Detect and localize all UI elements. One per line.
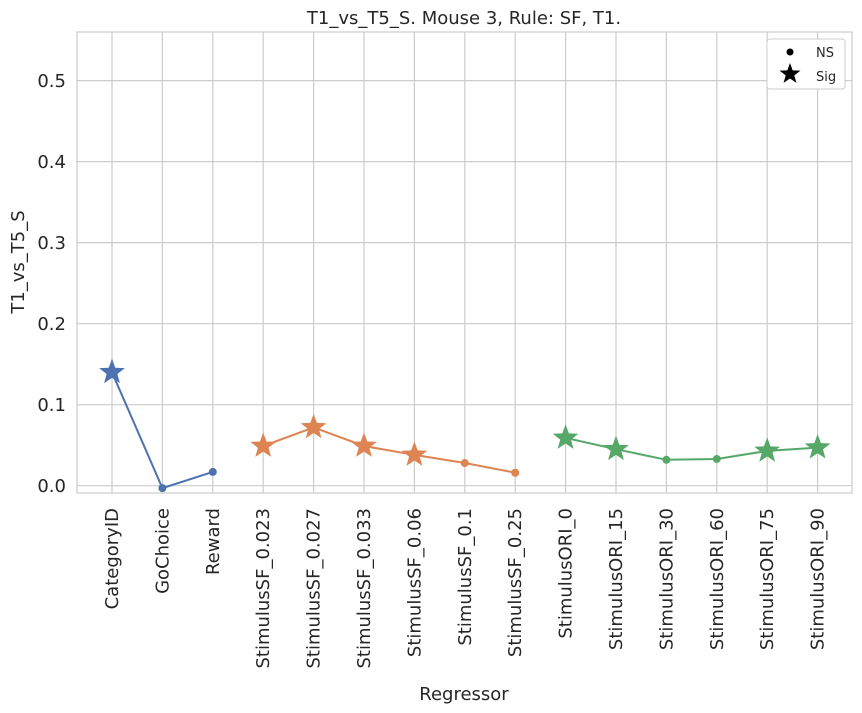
y-tick-label: 0.0	[37, 476, 66, 497]
x-tick-label: StimulusSF_0.1	[455, 508, 476, 646]
x-tick-label: StimulusORI_15	[606, 508, 627, 650]
sig-star-marker	[552, 424, 579, 449]
series-layer	[99, 358, 831, 493]
sig-star-marker	[250, 432, 277, 457]
x-tick-label: StimulusORI_90	[808, 508, 829, 650]
sig-star-marker	[603, 435, 629, 461]
legend-sig-label: Sig	[816, 70, 836, 85]
legend-sig-marker	[779, 63, 801, 83]
x-tick-label: StimulusSF_0.027	[304, 508, 325, 669]
legend: NS Sig	[766, 38, 846, 90]
sig-star-marker	[99, 358, 125, 384]
sig-star-marker	[754, 437, 781, 462]
sig-star-marker	[401, 441, 428, 466]
y-tick-label: 0.4	[37, 152, 66, 173]
x-tick-label: StimulusSF_0.25	[505, 508, 526, 657]
x-tick-label: StimulusORI_75	[757, 508, 778, 650]
x-tick-label: GoChoice	[152, 508, 173, 594]
x-axis-label: Regressor	[419, 684, 509, 705]
y-tick-label: 0.5	[37, 71, 66, 92]
x-tick-label: StimulusORI_30	[656, 508, 677, 650]
series-2	[250, 413, 520, 477]
sig-star-marker	[804, 434, 831, 459]
series-3	[552, 424, 831, 464]
ns-dot-marker	[158, 484, 167, 493]
x-tick-label: CategoryID	[102, 508, 123, 609]
ns-dot-marker	[511, 468, 520, 477]
ns-dot-marker	[712, 454, 721, 463]
x-tick-label: Reward	[203, 508, 224, 575]
series-1	[99, 358, 217, 493]
ns-dot-marker	[460, 459, 469, 468]
sig-star-marker	[300, 413, 327, 439]
x-tick-label: StimulusORI_0	[556, 508, 577, 639]
y-tick-label: 0.3	[37, 233, 66, 254]
x-tick-labels: CategoryID GoChoice Reward StimulusSF_0.023…	[102, 508, 829, 669]
y-tick-label: 0.1	[37, 395, 66, 416]
legend-ns-label: NS	[816, 46, 834, 61]
x-tick-label: StimulusORI_60	[707, 508, 728, 650]
x-tick-label: StimulusSF_0.033	[354, 508, 375, 669]
y-tick-labels: 0.0 0.1 0.2 0.3 0.4 0.5	[37, 71, 66, 497]
x-tick-label: StimulusSF_0.06	[404, 508, 425, 657]
chart-title: T1_vs_T5_S. Mouse 3, Rule: SF, T1.	[306, 8, 621, 29]
y-axis-label: T1_vs_T5_S	[8, 210, 29, 314]
legend-ns-marker	[786, 48, 794, 56]
y-tick-label: 0.2	[37, 314, 66, 335]
grid	[77, 32, 852, 493]
x-tick-label: StimulusSF_0.023	[253, 508, 274, 669]
sig-star-marker	[351, 432, 377, 457]
ns-dot-marker	[208, 467, 217, 476]
series-line	[262, 426, 516, 474]
ns-dot-marker	[662, 455, 671, 464]
plot-frame	[76, 31, 853, 494]
series-line	[565, 436, 818, 461]
